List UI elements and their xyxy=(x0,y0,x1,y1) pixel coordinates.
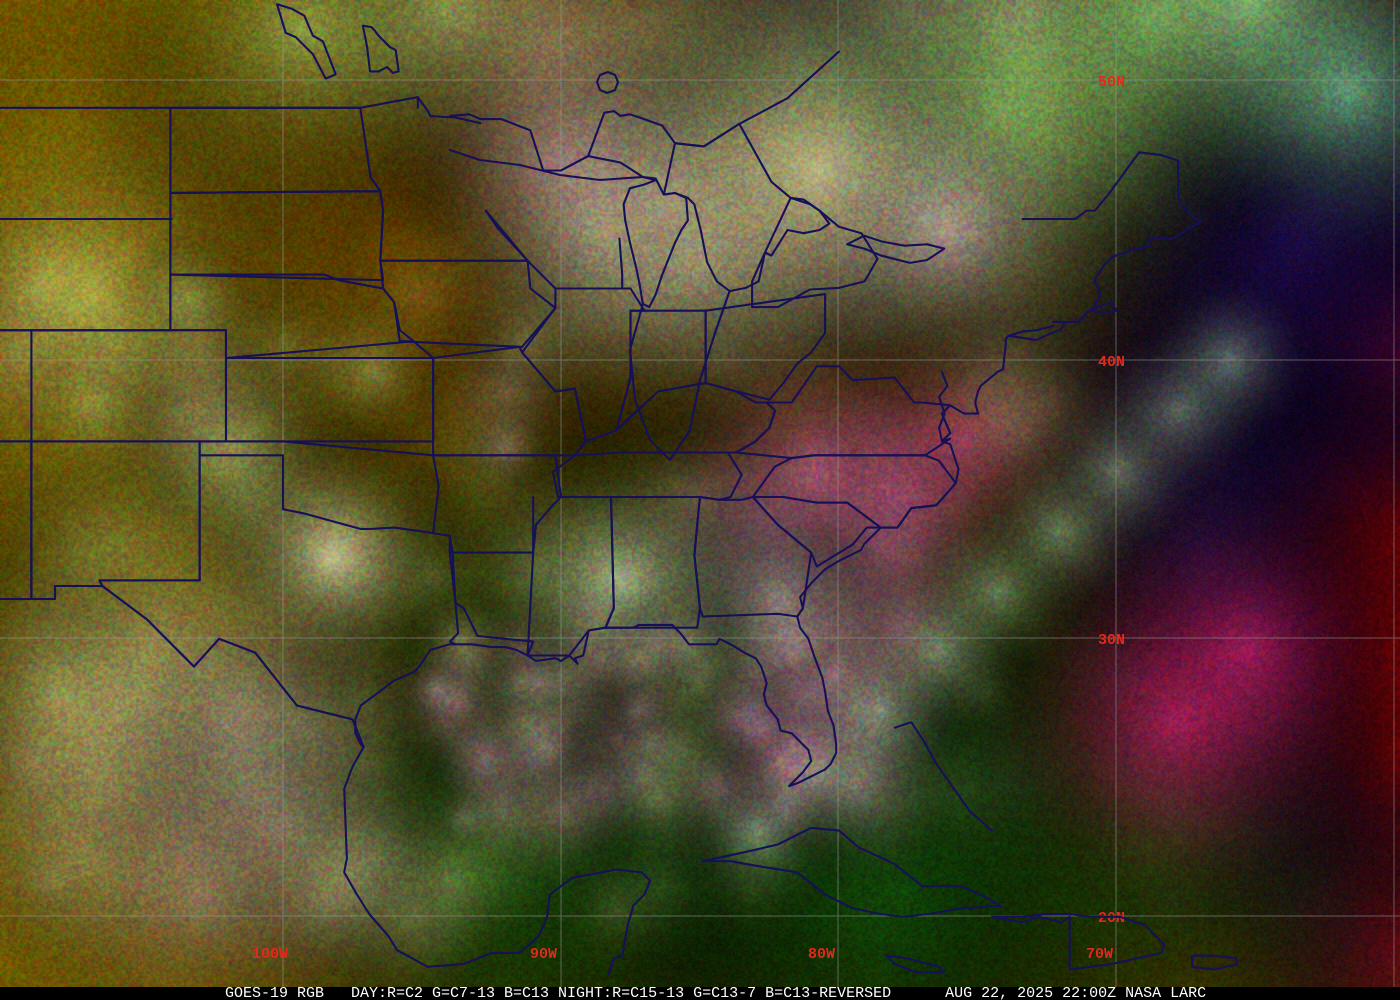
svg-text:40N: 40N xyxy=(1098,354,1125,371)
svg-text:90W: 90W xyxy=(530,946,557,963)
svg-text:100W: 100W xyxy=(252,946,288,963)
svg-text:20N: 20N xyxy=(1098,910,1125,927)
svg-text:70W: 70W xyxy=(1086,946,1113,963)
svg-text:30N: 30N xyxy=(1098,632,1125,649)
svg-text:50N: 50N xyxy=(1098,74,1125,91)
svg-text:80W: 80W xyxy=(808,946,835,963)
